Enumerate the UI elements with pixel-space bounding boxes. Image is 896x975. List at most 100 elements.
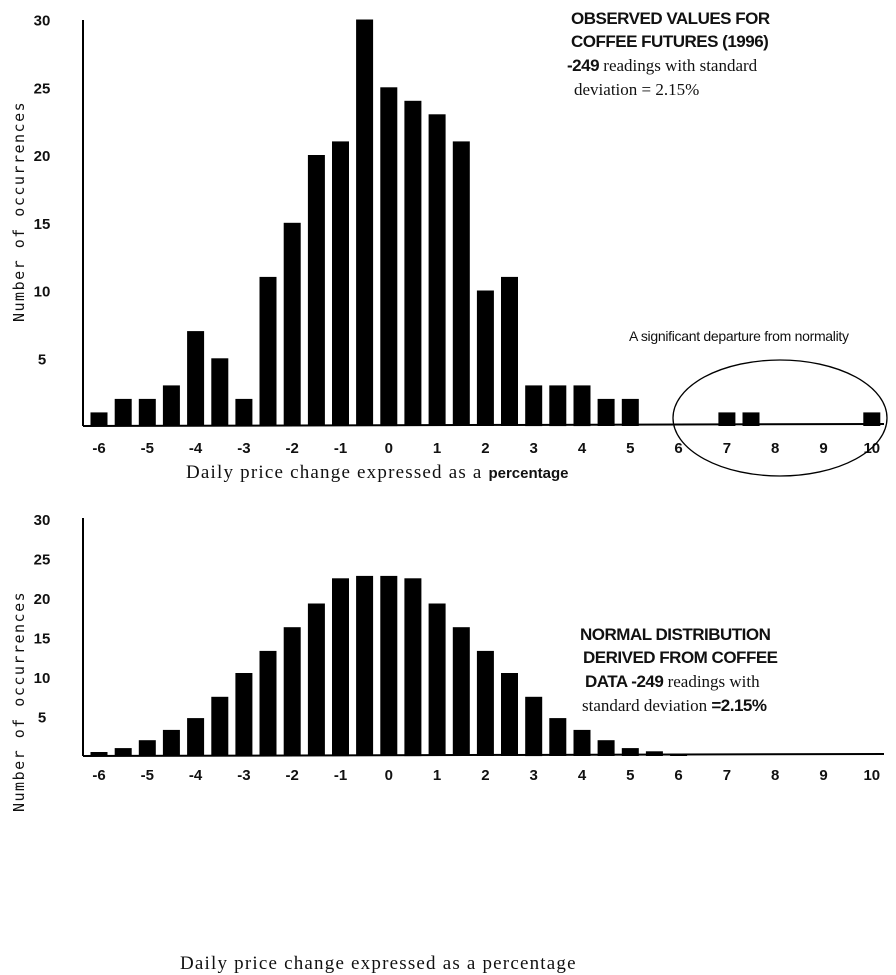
y-tick-label: 15 [34,216,51,233]
x-tick-label: 3 [530,440,538,457]
bar-0-6 [235,398,253,426]
x-tick-label: 9 [819,767,827,784]
bar-0-1 [114,398,132,426]
bar-1-21 [597,740,615,756]
chart-title-line2: DERIVED FROM COFFEE [583,648,778,667]
x-tick-label: 6 [674,767,682,784]
bar-1-4 [187,718,205,756]
bar-0-5 [211,358,229,427]
x-tick-label: -2 [286,440,299,457]
bar-1-24 [670,753,688,756]
x-tick-label: 2 [481,440,489,457]
x-tick-label: 5 [626,767,634,784]
bar-1-2 [138,740,156,756]
y-tick-label: 20 [34,591,51,608]
x-tick-label: -5 [141,440,154,457]
bar-1-3 [162,729,180,756]
x-tick-label: 2 [481,767,489,784]
chart-note-line4: standard deviation =2.15% [582,696,767,715]
departure-annotation: A significant departure from normality [629,328,849,344]
bar-0-10 [332,141,349,426]
bar-0-11 [356,19,374,426]
bar-0-0 [90,412,108,426]
x-tick-labels-observed: -6 -5 -4 -3 -2 -1 0 1 2 3 4 5 6 7 8 9 10 [92,440,880,457]
y-tick-labels-normal: 30 25 20 15 10 5 [34,512,51,727]
x-tick-label: 1 [433,440,441,457]
x-tick-label: 7 [723,767,731,784]
bar-0-18 [525,385,543,427]
bar-1-14 [428,603,446,756]
bar-1-22 [621,748,639,756]
bar-1-7 [259,650,277,756]
bar-1-11 [356,575,374,756]
bar-1-19 [549,718,567,756]
y-tick-label: 10 [34,284,51,301]
observed-values-chart: -6 -5 -4 -3 -2 -1 0 1 2 3 4 5 6 7 8 9 10 30 25 20 15 10 5 Num… [10,9,888,483]
x-tick-label: 0 [385,767,393,784]
x-tick-label: -6 [92,767,105,784]
x-tick-label: 9 [819,440,827,457]
x-tick-label: 8 [771,767,779,784]
x-tick-label: -1 [334,767,347,784]
y-tick-label: 25 [34,80,51,97]
bar-0-2 [138,398,156,426]
x-tick-label: 6 [674,440,682,457]
y-tick-label: 15 [34,631,51,648]
bar-1-0 [90,752,108,756]
bar-0-25 [863,412,881,426]
y-axis-label: Number of occurrences [10,591,28,812]
chart-title-line1: OBSERVED VALUES FOR [571,9,770,28]
bar-1-15 [452,627,470,756]
bar-0-9 [307,155,325,426]
x-tick-label: 8 [771,440,779,457]
y-tick-label: 10 [34,670,51,687]
chart-title-line1: NORMAL DISTRIBUTION [580,625,771,644]
x-tick-label: -6 [92,440,105,457]
bars-normal [90,575,688,757]
y-axis-label: Number of occurrences [10,101,28,322]
x-tick-label: 5 [626,440,634,457]
departure-ellipse [672,359,888,477]
bar-1-9 [307,603,325,756]
bar-0-17 [501,276,518,426]
x-axis-label: Daily price change expressed as a percen… [186,462,569,483]
bar-0-23 [718,412,736,426]
bar-0-7 [259,276,277,426]
x-tick-label: 3 [530,767,538,784]
x-tick-label: -1 [334,440,347,457]
x-axis-label: Daily price change expressed as a percen… [180,953,577,974]
bar-1-17 [501,673,518,756]
bar-0-15 [452,141,470,426]
bar-0-19 [549,385,567,427]
y-tick-label: 30 [34,13,51,30]
bar-1-6 [235,673,253,756]
x-tick-label: -3 [237,440,250,457]
bar-0-21 [597,398,615,426]
bar-0-16 [476,290,494,426]
bar-0-3 [162,385,180,427]
bar-1-1 [114,748,132,756]
bar-1-12 [380,575,398,756]
chart-note-line2: deviation = 2.15% [574,80,699,99]
bar-1-20 [573,729,591,756]
y-tick-label: 30 [34,512,51,529]
bar-0-22 [621,398,639,426]
bar-0-4 [187,331,205,426]
y-tick-labels-observed: 30 25 20 15 10 5 [34,13,51,369]
x-tick-label: 10 [863,767,880,784]
x-tick-label: 4 [578,440,587,457]
bar-1-13 [404,578,422,757]
normal-distribution-chart: -6 -5 -4 -3 -2 -1 0 1 2 3 4 5 6 7 8 9 10 30 25 20 15 10 5 Num… [10,512,885,974]
x-tick-label: 4 [578,767,587,784]
x-tick-label: 7 [723,440,731,457]
bar-1-23 [645,751,663,756]
x-tick-label: -5 [141,767,154,784]
chart-title-line2: COFFEE FUTURES (1996) [571,32,768,51]
y-tick-label: 20 [34,148,51,165]
bar-1-8 [283,627,301,756]
x-tick-labels-normal: -6 -5 -4 -3 -2 -1 0 1 2 3 4 5 6 7 8 9 10 [92,767,880,784]
bar-1-16 [476,650,494,756]
bar-0-8 [283,222,301,427]
bar-1-18 [525,696,543,757]
